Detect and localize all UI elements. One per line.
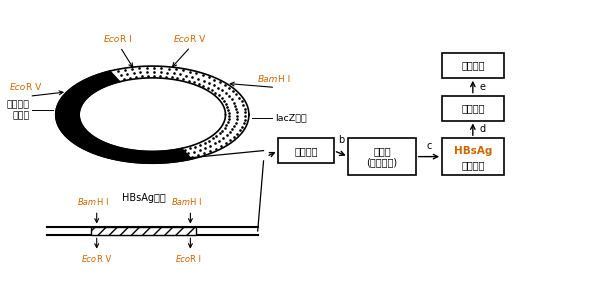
Text: lacZ基因: lacZ基因 xyxy=(275,113,307,122)
Text: 重组质粒: 重组质粒 xyxy=(294,146,318,156)
Text: 工程菌
(大肠杆菌): 工程菌 (大肠杆菌) xyxy=(367,146,398,167)
Text: 青霉素抗
性基因: 青霉素抗 性基因 xyxy=(7,100,29,120)
Text: Eco: Eco xyxy=(82,255,97,264)
Text: HBsAg: HBsAg xyxy=(454,146,492,156)
Text: d: d xyxy=(480,124,486,134)
Text: R V: R V xyxy=(190,35,206,44)
Polygon shape xyxy=(56,70,193,163)
Bar xyxy=(278,138,334,163)
Text: HBsAg基因: HBsAg基因 xyxy=(122,193,166,203)
Text: Bam: Bam xyxy=(258,76,278,85)
Text: H I: H I xyxy=(278,76,290,85)
Text: R I: R I xyxy=(190,255,202,264)
Polygon shape xyxy=(112,66,249,159)
Text: Eco: Eco xyxy=(10,83,26,92)
Bar xyxy=(349,138,416,175)
Text: R V: R V xyxy=(26,83,42,92)
Bar xyxy=(442,138,503,175)
Text: Eco: Eco xyxy=(174,35,190,44)
Text: 相应抗体: 相应抗体 xyxy=(461,60,485,70)
Text: Eco: Eco xyxy=(175,255,190,264)
Text: c: c xyxy=(426,141,431,151)
Text: R V: R V xyxy=(97,255,111,264)
Bar xyxy=(91,226,196,236)
Text: e: e xyxy=(480,82,486,92)
Text: R I: R I xyxy=(120,35,132,44)
Text: H I: H I xyxy=(190,198,202,207)
Text: Eco: Eco xyxy=(104,35,120,44)
Bar xyxy=(442,53,503,78)
Text: a: a xyxy=(278,141,284,151)
Text: H I: H I xyxy=(97,198,108,207)
Text: Bam: Bam xyxy=(172,198,190,207)
Text: 抗原蛋白: 抗原蛋白 xyxy=(461,160,485,170)
Text: b: b xyxy=(338,135,344,146)
Text: 注射疫苗: 注射疫苗 xyxy=(461,103,485,113)
Bar xyxy=(442,95,503,121)
Text: Bam: Bam xyxy=(78,198,97,207)
